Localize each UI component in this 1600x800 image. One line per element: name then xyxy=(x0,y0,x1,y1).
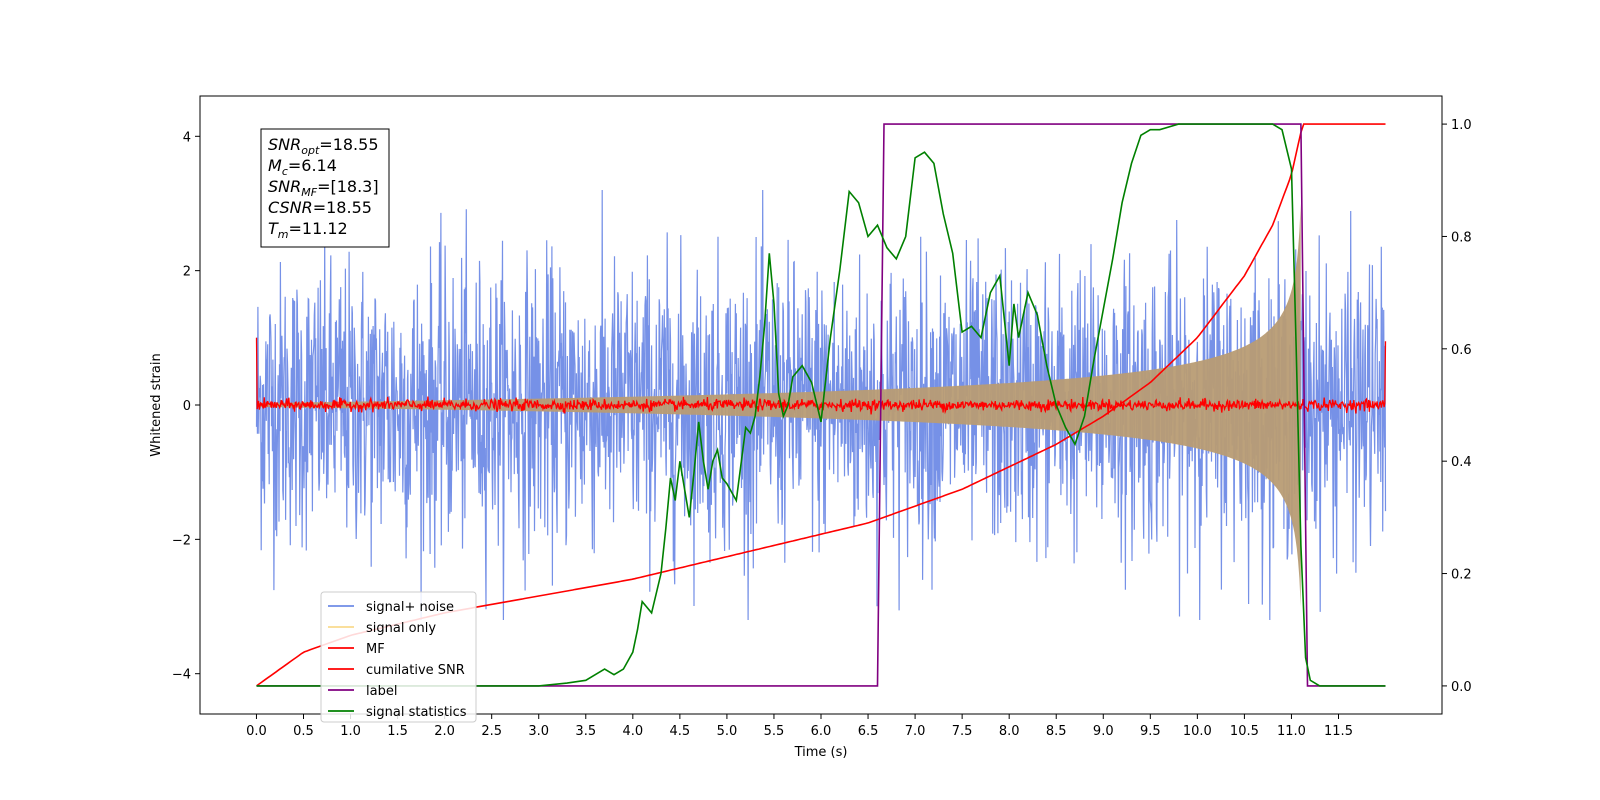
x-tick-label: 1.0 xyxy=(340,724,361,739)
left-y-axis: −4 −2 0 2 4 xyxy=(172,130,200,683)
x-tick-label: 7.0 xyxy=(905,724,926,739)
y-left-tick-label: 2 xyxy=(183,265,191,280)
x-tick-label: 5.0 xyxy=(717,724,738,739)
legend-entry: signal only xyxy=(366,621,436,636)
x-tick-label: 10.5 xyxy=(1230,724,1259,739)
legend-entry: label xyxy=(366,684,397,699)
x-tick-label: 2.5 xyxy=(481,724,502,739)
y-left-tick-label: −4 xyxy=(172,668,191,683)
x-tick-label: 9.5 xyxy=(1140,724,1161,739)
series-mf xyxy=(255,337,1387,415)
y-left-tick-label: −2 xyxy=(172,533,191,548)
x-tick-label: 3.5 xyxy=(575,724,596,739)
x-tick-label: 10.0 xyxy=(1183,724,1212,739)
stat-line: CSNR=18.55 xyxy=(268,198,372,217)
x-tick-label: 11.5 xyxy=(1324,724,1353,739)
series-signal-statistics xyxy=(256,123,1386,687)
x-tick-label: 1.5 xyxy=(387,724,408,739)
legend: signal+ noise signal only MF cumilative SNR… xyxy=(320,591,477,723)
y-right-tick-label: 0.6 xyxy=(1451,343,1472,358)
x-tick-label: 4.5 xyxy=(670,724,691,739)
y-right-tick-label: 0.8 xyxy=(1451,230,1472,245)
x-tick-label: 6.5 xyxy=(858,724,879,739)
x-axis-label: Time (s) xyxy=(794,745,848,760)
x-tick-label: 0.0 xyxy=(246,724,267,739)
stat-line: Mc=6.14 xyxy=(268,156,337,178)
stat-line: Tm=11.12 xyxy=(268,219,348,241)
stats-box: SNRopt=18.55Mc=6.14SNRMF=[18.3]CSNR=18.5… xyxy=(260,128,390,248)
stat-line: SNRMF=[18.3] xyxy=(268,177,379,199)
x-tick-label: 4.0 xyxy=(622,724,643,739)
y-right-tick-label: 0.2 xyxy=(1451,568,1472,583)
x-tick-label: 5.5 xyxy=(764,724,785,739)
x-axis: 0.0 0.5 1.0 1.5 2.0 2.5 3.0 3.5 4.0 4.5 5.0 5.5 6.0 6… xyxy=(246,714,1353,739)
x-tick-label: 0.5 xyxy=(293,724,314,739)
y-right-tick-label: 0.4 xyxy=(1451,455,1472,470)
right-y-axis: 0.0 0.2 0.4 0.6 0.8 1.0 xyxy=(1442,118,1472,695)
legend-entry: MF xyxy=(366,642,385,657)
stat-line: SNRopt=18.55 xyxy=(268,135,379,157)
x-tick-label: 8.0 xyxy=(999,724,1020,739)
y-left-tick-label: 4 xyxy=(183,130,191,145)
x-tick-label: 7.5 xyxy=(952,724,973,739)
y-right-tick-label: 0.0 xyxy=(1451,680,1472,695)
y-right-tick-label: 1.0 xyxy=(1451,118,1472,133)
x-tick-label: 2.0 xyxy=(434,724,455,739)
legend-entry: signal+ noise xyxy=(366,600,454,615)
x-tick-label: 8.5 xyxy=(1046,724,1067,739)
x-tick-label: 3.0 xyxy=(528,724,549,739)
legend-entry: cumilative SNR xyxy=(366,663,465,678)
y-axis-label: Whitened strain xyxy=(149,353,164,456)
x-tick-label: 6.0 xyxy=(811,724,832,739)
x-tick-label: 11.0 xyxy=(1277,724,1306,739)
legend-entry: signal statistics xyxy=(366,705,467,720)
y-left-tick-label: 0 xyxy=(183,399,191,414)
x-tick-label: 9.0 xyxy=(1093,724,1114,739)
